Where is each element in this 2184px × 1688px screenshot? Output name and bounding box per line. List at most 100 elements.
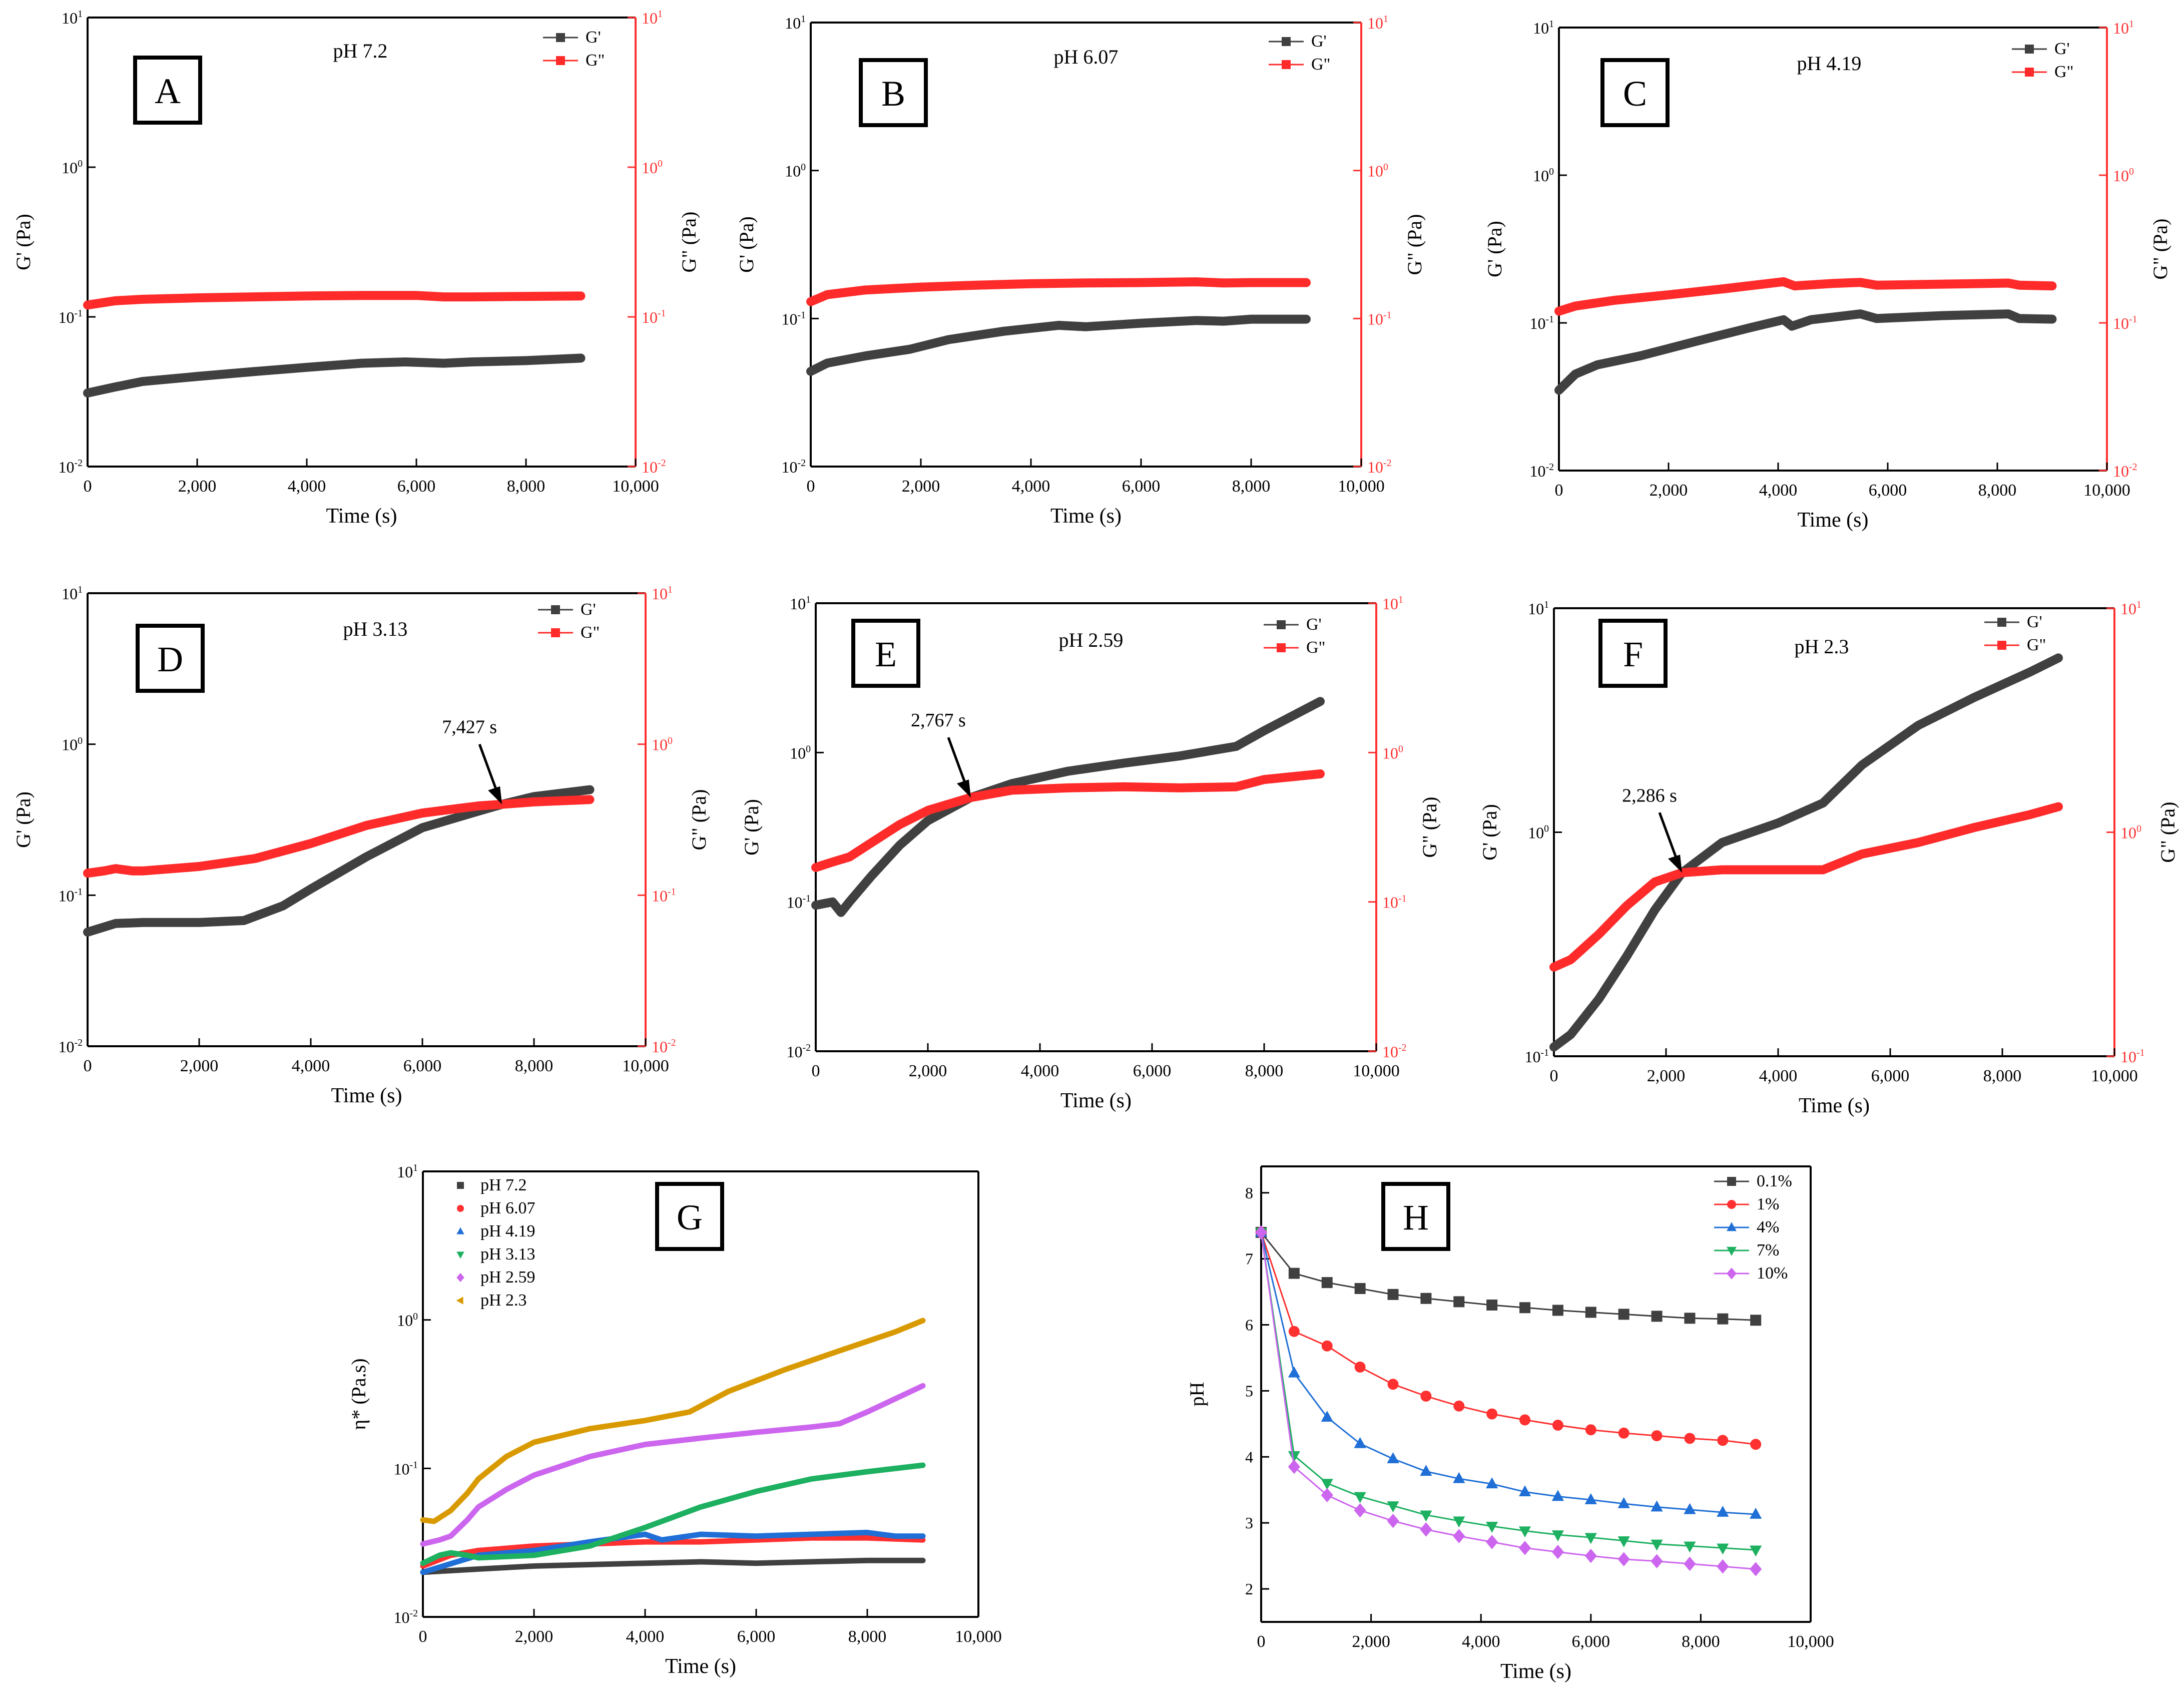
series-1 <box>83 795 595 878</box>
series-0 <box>83 353 586 398</box>
series-line <box>1549 802 2063 972</box>
data-point <box>1354 1361 1366 1373</box>
data-point <box>1387 1513 1399 1528</box>
x-tick-label: 6,000 <box>737 1627 776 1646</box>
legend: G' G" <box>2012 40 2073 81</box>
x-tick-label: 6,000 <box>1572 1632 1610 1651</box>
legend-label: G" <box>581 623 600 642</box>
data-point <box>1617 1497 1630 1508</box>
x-axis-label: Time (s) <box>326 505 397 528</box>
data-point <box>1518 1540 1531 1555</box>
panel-title: pH 4.19 <box>1797 52 1862 75</box>
x-tick-label: 8,000 <box>1682 1632 1720 1651</box>
legend-label: pH 4.19 <box>480 1222 535 1240</box>
x-tick-label: 4,000 <box>292 1057 330 1075</box>
data-point <box>1551 1530 1564 1542</box>
legend-label: G' <box>2027 613 2042 631</box>
legend-label: pH 7.2 <box>480 1176 527 1194</box>
data-point <box>1585 1307 1596 1318</box>
legend-marker <box>1727 1222 1737 1231</box>
panel-a: 0 2,000 4,000 6,000 8,000 10,000 Time (s) 10-2 1… <box>12 9 700 528</box>
x-tick-label: 0 <box>419 1627 427 1646</box>
x-tick-label: 8,000 <box>1983 1067 2022 1085</box>
series-1 <box>1256 1226 1762 1450</box>
legend: G' G" <box>1269 32 1330 74</box>
series-1 <box>83 291 586 310</box>
y-axis-label-right: G" (Pa) <box>688 789 710 851</box>
data-point <box>1617 1552 1630 1567</box>
data-point <box>1684 1433 1696 1444</box>
legend-label: G' <box>581 600 596 619</box>
legend-marker <box>1282 37 1291 46</box>
series-2 <box>1255 1225 1762 1519</box>
y-axis-label: G' (Pa) <box>740 799 763 856</box>
series-1 <box>1549 802 2063 972</box>
series-0 <box>811 697 1325 917</box>
x-tick-label: 6,000 <box>1133 1062 1172 1080</box>
x-tick-label: 0 <box>84 1057 92 1075</box>
x-tick-label: 8,000 <box>515 1057 554 1075</box>
y-tick-label-right: 10-2 <box>2113 462 2137 480</box>
series-4 <box>1255 1225 1762 1576</box>
data-point <box>1486 1521 1498 1533</box>
data-point <box>1618 1309 1629 1320</box>
data-point <box>1420 1510 1432 1522</box>
legend-marker <box>1727 1177 1736 1186</box>
data-point <box>1651 1311 1663 1322</box>
series-line <box>420 1383 926 1547</box>
legend-marker <box>456 1227 464 1234</box>
x-tick-label: 2,000 <box>1650 481 1688 500</box>
panel-label: F <box>1623 634 1643 674</box>
y-tick-label: 100 <box>1533 166 1554 185</box>
x-tick-label: 6,000 <box>1871 1067 1910 1085</box>
series-line <box>83 785 595 937</box>
data-point <box>1486 1535 1498 1549</box>
legend-marker <box>2025 68 2034 77</box>
panel-label-box <box>1600 58 1670 127</box>
x-tick-label: 4,000 <box>1462 1632 1500 1651</box>
series-0 <box>1549 653 2063 1052</box>
x-tick-label: 2,000 <box>178 477 217 496</box>
y-tick-label: 10-2 <box>58 1037 83 1056</box>
series-line <box>1260 1232 1756 1515</box>
data-point <box>1255 1225 1268 1240</box>
data-point <box>1750 1545 1762 1557</box>
panel-b: 0 2,000 4,000 6,000 8,000 10,000 Time (s) 10-2 1… <box>735 14 1426 528</box>
x-tick-label: 2,000 <box>902 477 940 496</box>
series-line <box>806 314 1311 376</box>
x-tick-label: 2,000 <box>180 1057 219 1075</box>
data-point <box>1584 1533 1597 1544</box>
data-point <box>1750 1315 1762 1326</box>
x-axis-label: Time (s) <box>665 1655 736 1678</box>
data-point <box>1519 1302 1531 1314</box>
y-tick-label: 3 <box>1245 1514 1253 1532</box>
data-point <box>1486 1299 1498 1311</box>
x-tick-label: 6,000 <box>1869 481 1907 500</box>
x-axis-label: Time (s) <box>1060 1089 1132 1112</box>
series-0 <box>806 314 1311 376</box>
legend-label: 7% <box>1757 1241 1779 1259</box>
series-2 <box>420 1529 926 1575</box>
x-axis-label: Time (s) <box>1050 505 1122 528</box>
legend: G' G" <box>1264 615 1325 657</box>
y-tick-label-right: 100 <box>652 735 673 754</box>
panel-label: E <box>875 634 897 674</box>
y-tick-label-right: 100 <box>2120 823 2141 842</box>
y-tick-label: 10-2 <box>1529 462 1554 480</box>
y-tick-label-right: 100 <box>642 158 663 177</box>
legend-label: G' <box>2054 40 2070 58</box>
y-tick-label: 100 <box>62 735 83 754</box>
data-point <box>1420 1465 1432 1476</box>
y-tick-label: 6 <box>1245 1316 1253 1334</box>
y-tick-label: 7 <box>1245 1250 1253 1268</box>
data-point <box>1651 1500 1663 1512</box>
series-line <box>420 1529 926 1575</box>
y-tick-label: 100 <box>785 162 806 180</box>
y-tick-label: 10-2 <box>786 1042 811 1061</box>
data-point <box>1584 1548 1597 1563</box>
panel-label: H <box>1403 1197 1429 1237</box>
legend-marker <box>456 1251 464 1259</box>
data-point <box>1387 1379 1399 1390</box>
y-tick-label: 4 <box>1245 1448 1253 1466</box>
